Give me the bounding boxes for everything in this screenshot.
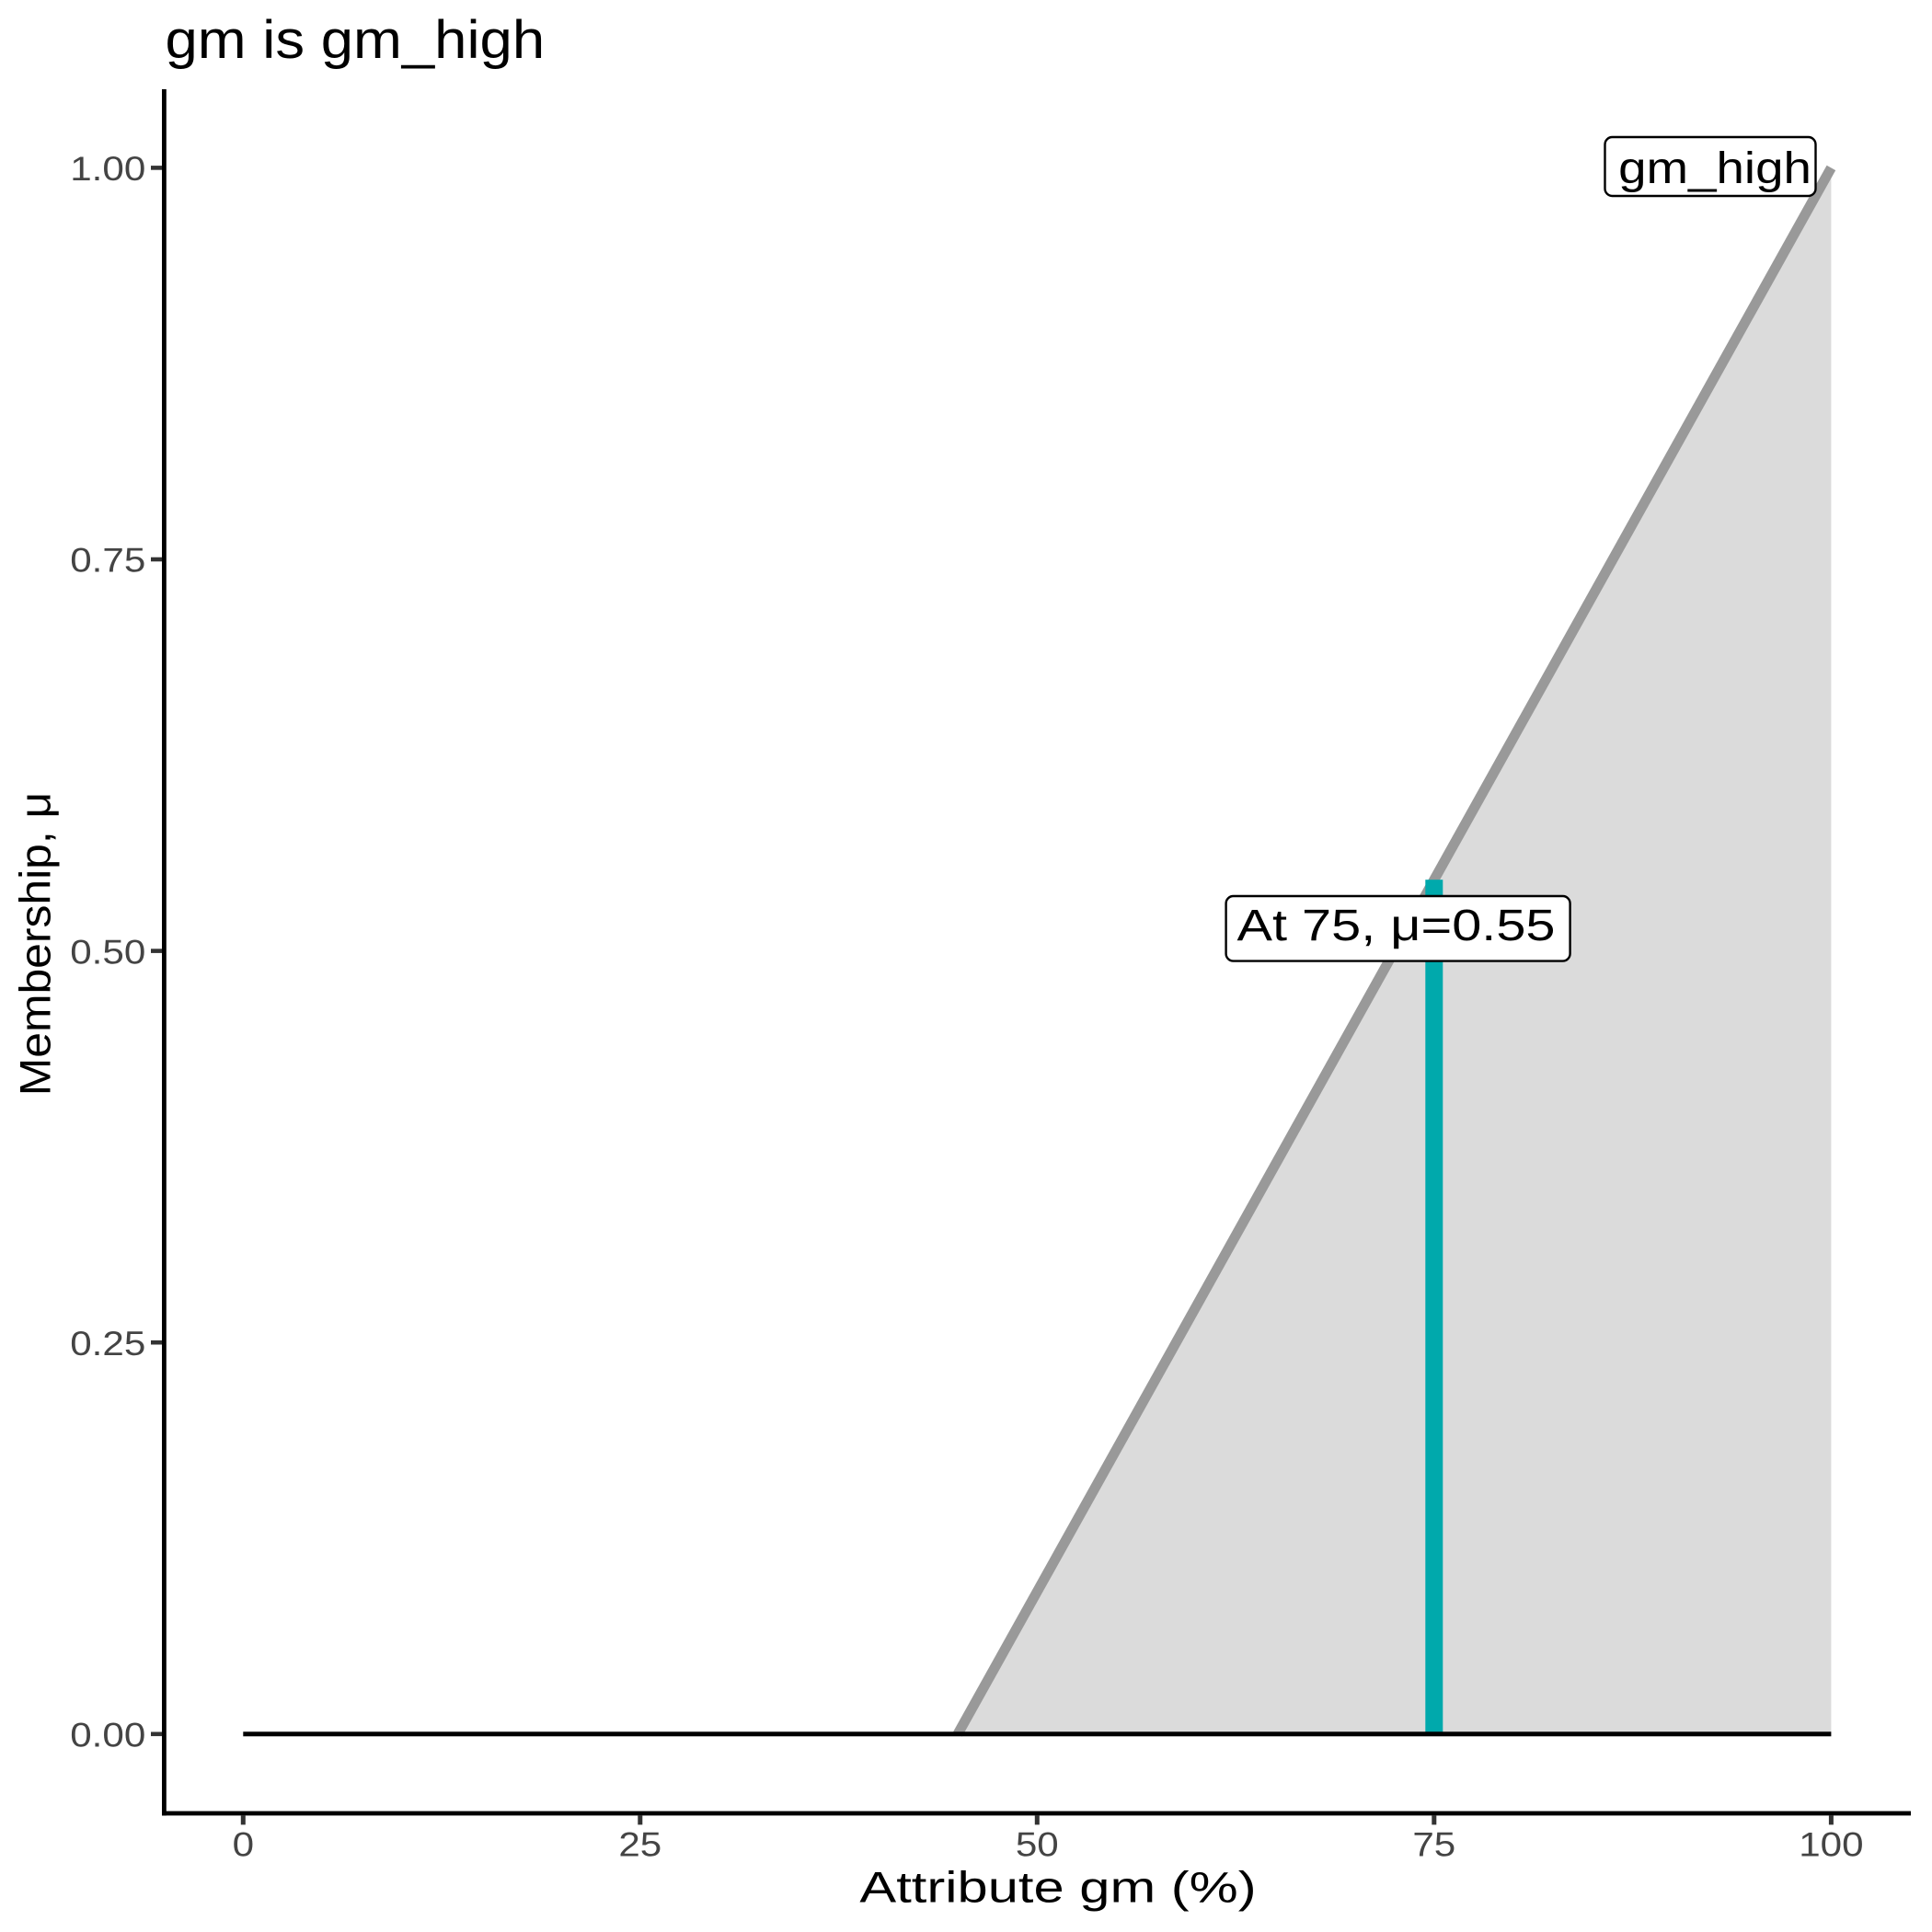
svg-text:50: 50 <box>1016 1826 1059 1864</box>
svg-text:1.00: 1.00 <box>70 150 145 188</box>
svg-text:0: 0 <box>233 1826 254 1864</box>
svg-text:0.25: 0.25 <box>70 1325 145 1363</box>
svg-text:100: 100 <box>1799 1826 1863 1864</box>
svg-text:Membership, μ: Membership, μ <box>12 792 60 1096</box>
svg-text:0.75: 0.75 <box>70 542 145 580</box>
svg-text:75: 75 <box>1412 1826 1455 1864</box>
svg-text:At 75, μ=0.55: At 75, μ=0.55 <box>1236 901 1555 950</box>
svg-text:0.00: 0.00 <box>70 1717 145 1754</box>
svg-text:gm is gm_high: gm is gm_high <box>166 9 546 69</box>
svg-text:Attribute gm (%): Attribute gm (%) <box>859 1863 1256 1911</box>
svg-text:0.50: 0.50 <box>70 934 145 972</box>
svg-text:25: 25 <box>618 1826 661 1864</box>
svg-text:gm_high: gm_high <box>1618 143 1811 192</box>
